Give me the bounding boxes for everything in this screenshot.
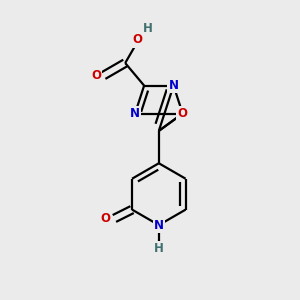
Text: N: N bbox=[154, 219, 164, 232]
Text: H: H bbox=[154, 242, 164, 255]
Text: N: N bbox=[169, 79, 178, 92]
Text: O: O bbox=[178, 107, 188, 120]
Text: N: N bbox=[130, 107, 140, 120]
Text: O: O bbox=[133, 33, 143, 46]
Text: O: O bbox=[91, 69, 101, 82]
Text: H: H bbox=[143, 22, 153, 34]
Text: O: O bbox=[100, 212, 111, 225]
